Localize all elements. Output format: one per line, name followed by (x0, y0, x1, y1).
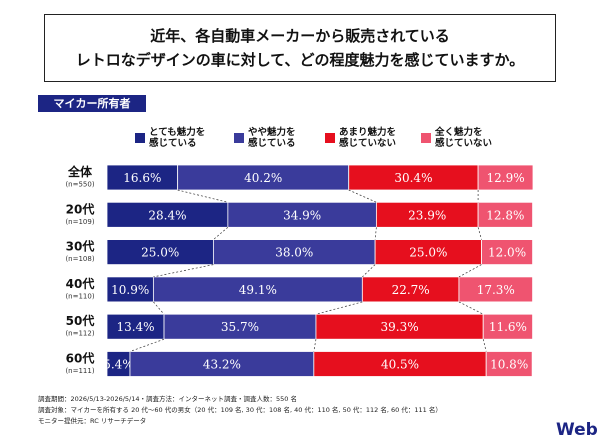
bar-segment (106, 164, 179, 191)
connector (177, 189, 228, 203)
connector (374, 227, 377, 240)
legend-item: とても魅力を 感じている (135, 127, 205, 149)
bar-segment (106, 276, 154, 303)
connector (362, 264, 376, 278)
value-label: 23.9% (408, 208, 446, 222)
bar-segment (177, 164, 350, 191)
legend-label: 全く魅力を 感じていない (435, 127, 493, 149)
bar-segment (315, 313, 484, 340)
connector (213, 227, 229, 240)
connector (458, 301, 484, 315)
connector (477, 227, 482, 240)
category-label: 60代 (66, 351, 95, 366)
title-box: 近年、各自動車メーカーから販売されている レトロなデザインの車に対して、どの程度… (44, 14, 556, 82)
bar-segment (313, 351, 487, 377)
value-label: 39.3% (381, 320, 419, 334)
title-line: 近年、各自動車メーカーから販売されている (150, 27, 450, 45)
value-label: 16.6% (123, 171, 161, 185)
value-label: 10.9% (111, 283, 149, 297)
bar-segment (477, 164, 534, 191)
value-label: 11.6% (489, 320, 527, 334)
bar-segment (163, 313, 317, 340)
value-label: 5.4% (103, 358, 134, 372)
value-label: 13.4% (116, 320, 154, 334)
bar-segment (374, 239, 482, 266)
legend-swatch (325, 133, 335, 143)
bar-segment (458, 276, 533, 303)
value-label: 12.8% (486, 208, 524, 222)
value-label: 25.0% (141, 246, 179, 260)
category-label: 40代 (66, 276, 95, 291)
bar-segment (227, 201, 377, 228)
category-note: (n=110) (65, 292, 94, 300)
legend-swatch (135, 133, 145, 143)
footnote: 調査期間：2026/5/13-2026/5/14・調査方法：インターネット調査・… (38, 395, 297, 403)
connector (315, 301, 363, 315)
legend-swatch (421, 133, 431, 143)
connector (313, 339, 317, 352)
bar-segment (481, 239, 533, 266)
category-note: (n=550) (65, 181, 94, 189)
bar-segment (482, 313, 533, 340)
connector (153, 301, 165, 315)
subtitle: マイカー所有者 (38, 95, 146, 112)
value-label: 10.8% (490, 358, 528, 372)
bar-segment (477, 201, 533, 228)
legend-item: 全く魅力を 感じていない (421, 127, 492, 149)
value-label: 49.1% (239, 283, 277, 297)
bar-segment (361, 276, 460, 303)
title-line: レトロなデザインの車に対して、どの程度魅力を感じていますか。 (75, 51, 525, 69)
bar-segment (152, 276, 363, 303)
value-label: 28.4% (148, 208, 186, 222)
legend-label: やや魅力を 感じている (248, 127, 296, 149)
category-note: (n=111) (65, 367, 94, 375)
bar-segment (485, 351, 533, 377)
category-label: 20代 (66, 201, 95, 216)
value-label: 35.7% (221, 320, 259, 334)
category-label: 全体 (67, 164, 93, 179)
connector (129, 338, 165, 352)
connector (153, 264, 214, 278)
legend-item: あまり魅力を 感じていない (325, 127, 396, 149)
bar-segment (375, 201, 479, 228)
category-note: (n=108) (65, 255, 94, 263)
value-label: 12.9% (486, 171, 524, 185)
value-label: 30.4% (394, 171, 432, 185)
legend-swatch (234, 133, 244, 143)
legend-label: とても魅力を 感じている (149, 127, 206, 149)
category-label: 50代 (66, 313, 95, 328)
value-label: 22.7% (392, 283, 430, 297)
connector (458, 264, 482, 278)
value-label: 40.2% (244, 171, 282, 185)
value-label: 34.9% (283, 208, 321, 222)
footnote: 調査対象：マイカーを所有する 20 代〜60 代の男女（20 代：109 名, … (38, 406, 442, 414)
category-note: (n=109) (65, 218, 94, 226)
legend-label: あまり魅力を 感じていない (339, 127, 397, 149)
category-note: (n=112) (65, 330, 94, 338)
bar-segment (106, 313, 165, 340)
connector (482, 339, 487, 352)
legend-item: やや魅力を 感じている (234, 127, 296, 149)
watermark: Web (556, 420, 598, 440)
value-label: 17.3% (477, 283, 515, 297)
value-label: 25.0% (409, 246, 447, 260)
value-label: 12.0% (488, 246, 526, 260)
value-label: 38.0% (275, 246, 313, 260)
bar-segment (106, 239, 214, 266)
footnote: モニター提供元：RC リサーチデータ (38, 417, 147, 425)
category-label: 30代 (66, 239, 95, 254)
bar-segment (129, 351, 315, 377)
value-label: 40.5% (381, 358, 419, 372)
value-label: 43.2% (203, 358, 241, 372)
connector (348, 189, 377, 203)
